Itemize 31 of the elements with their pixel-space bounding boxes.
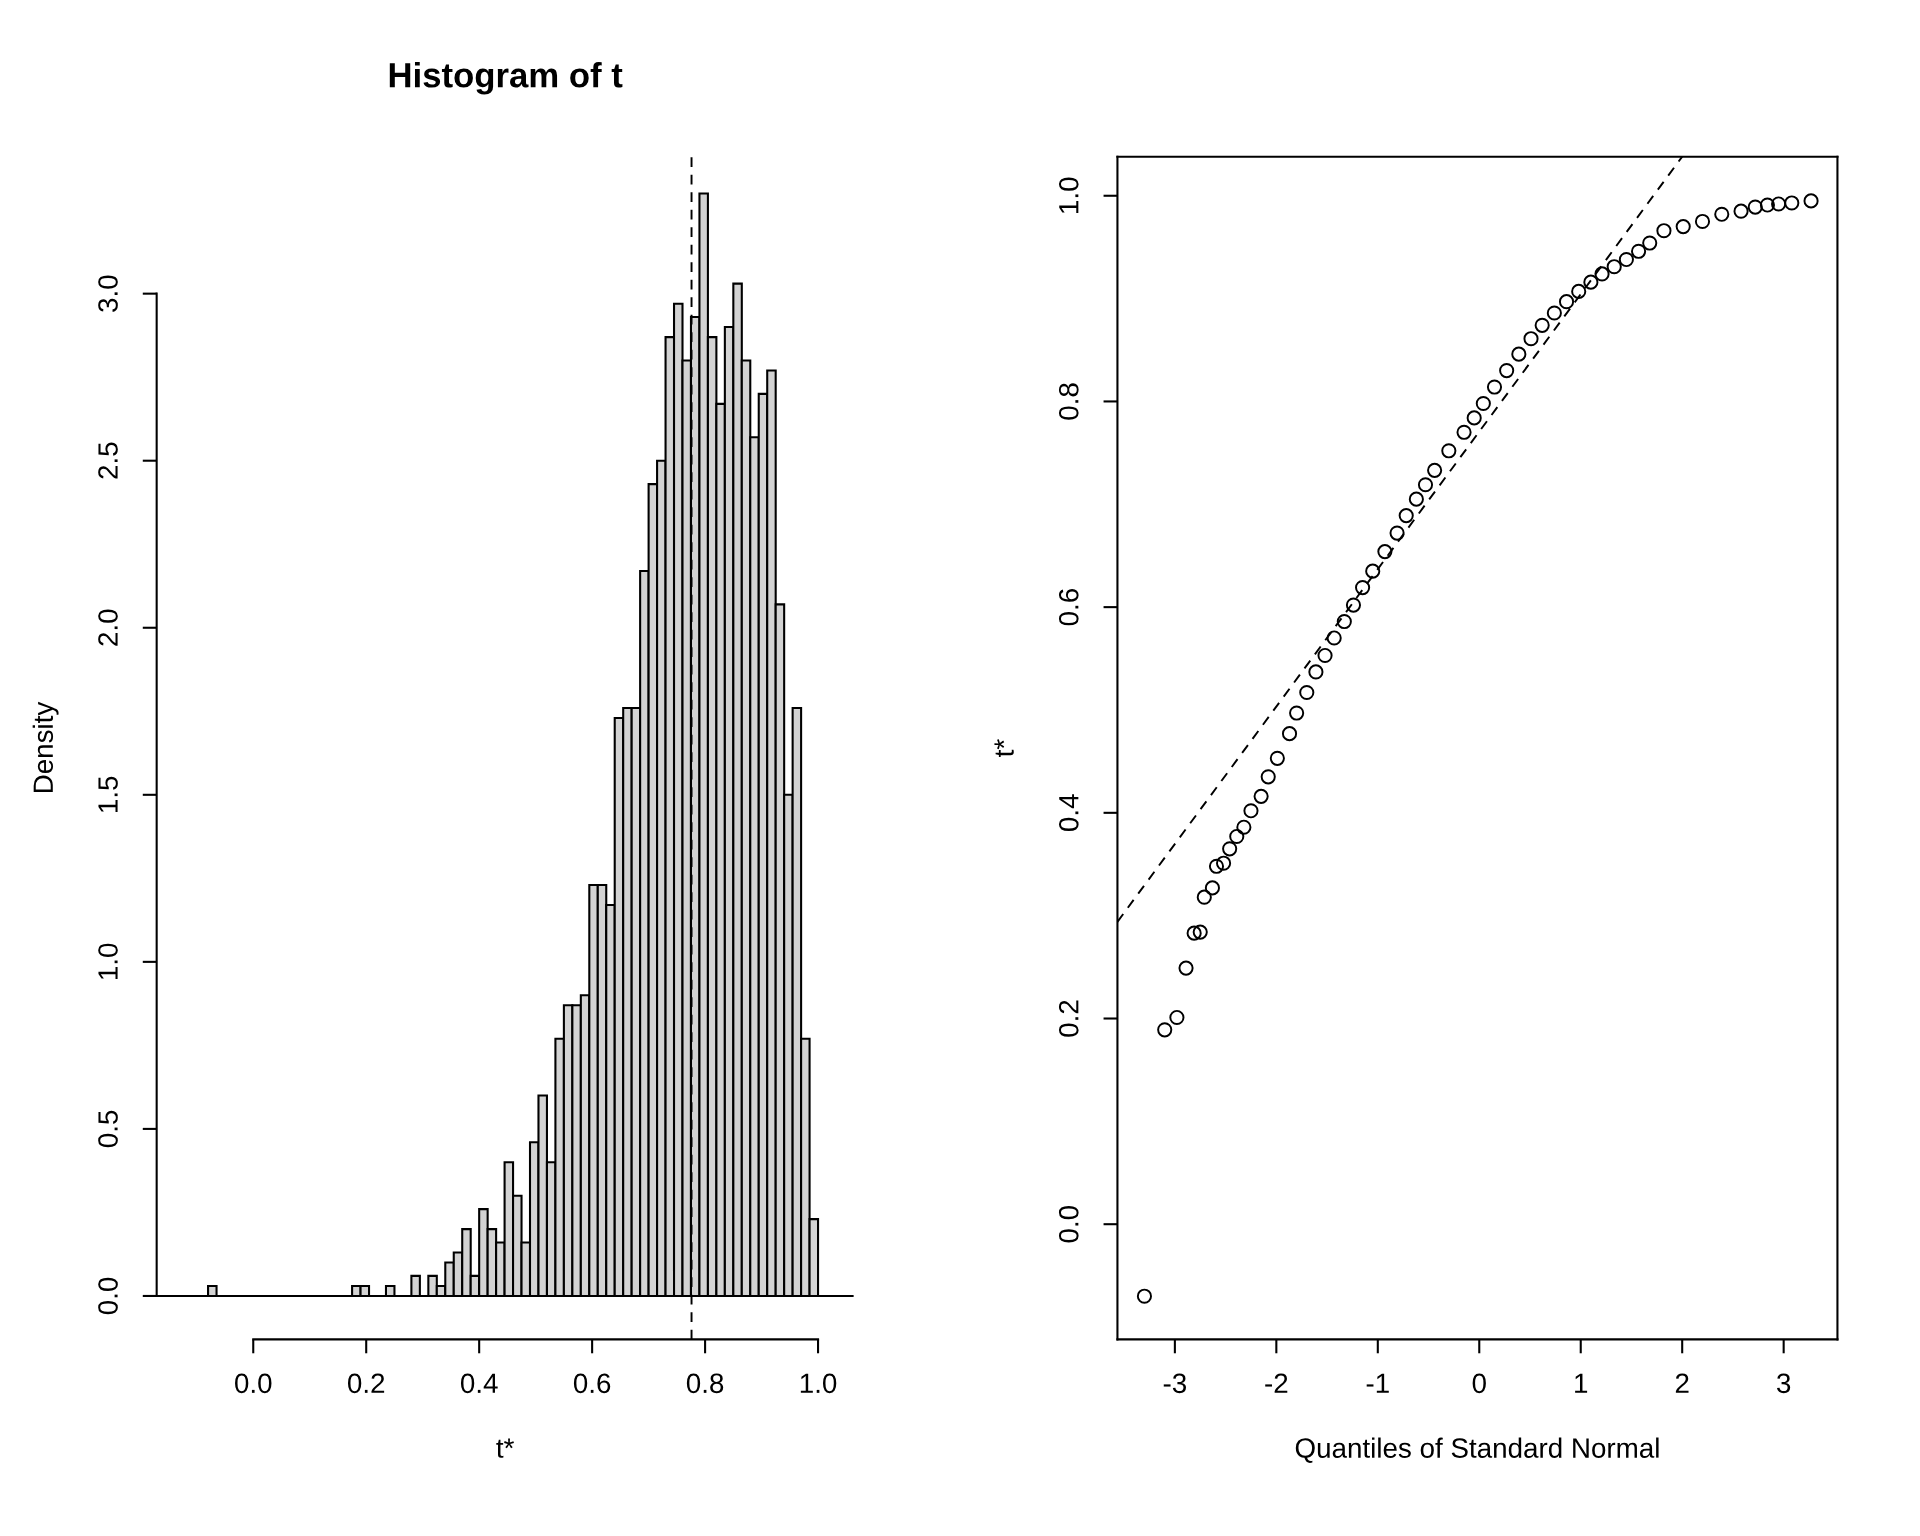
x-tick-label: -2 bbox=[1265, 1373, 1288, 1393]
x-tick-label: 0.6 bbox=[573, 1373, 611, 1394]
y-tick-label: 3.0 bbox=[98, 275, 118, 312]
x-axis-title: t* bbox=[496, 1438, 514, 1458]
x-tick-label: 0.4 bbox=[460, 1373, 498, 1394]
y-tick-label: 0.4 bbox=[1058, 794, 1079, 832]
x-tick-label: 1.0 bbox=[800, 1373, 837, 1394]
x-tick-label: 0.8 bbox=[686, 1373, 724, 1394]
x-axis-title: Quantiles of Standard Normal bbox=[1295, 1437, 1659, 1463]
x-tick-label: -1 bbox=[1366, 1373, 1389, 1393]
y-tick-label: 0.6 bbox=[1058, 589, 1079, 626]
x-tick-label: -3 bbox=[1163, 1373, 1186, 1394]
x-tick-label: 0 bbox=[1472, 1373, 1486, 1394]
x-tick-label: 3 bbox=[1777, 1373, 1791, 1394]
y-tick-label: 0.0 bbox=[1058, 1205, 1079, 1243]
y-tick-label: 0.8 bbox=[1058, 383, 1079, 420]
y-axis-title: t* bbox=[994, 739, 1014, 757]
x-tick-label: 0.0 bbox=[235, 1373, 272, 1394]
chart-title: Histogram of t bbox=[389, 62, 623, 95]
x-tick-label: 0.2 bbox=[347, 1373, 385, 1394]
y-tick-label: 1.0 bbox=[1058, 177, 1079, 213]
y-tick-label: 0.2 bbox=[1058, 1000, 1079, 1037]
y-axis-title: Density bbox=[32, 701, 59, 793]
x-tick-label: 1 bbox=[1575, 1373, 1588, 1393]
x-tick-label: 2 bbox=[1675, 1373, 1689, 1393]
y-tick-label: 1.5 bbox=[98, 776, 118, 812]
y-tick-label: 1.0 bbox=[98, 943, 118, 980]
y-tick-label: 0.0 bbox=[98, 1277, 118, 1315]
y-tick-label: 0.5 bbox=[98, 1110, 118, 1148]
y-tick-label: 2.0 bbox=[98, 609, 118, 646]
y-tick-label: 2.5 bbox=[98, 442, 118, 479]
